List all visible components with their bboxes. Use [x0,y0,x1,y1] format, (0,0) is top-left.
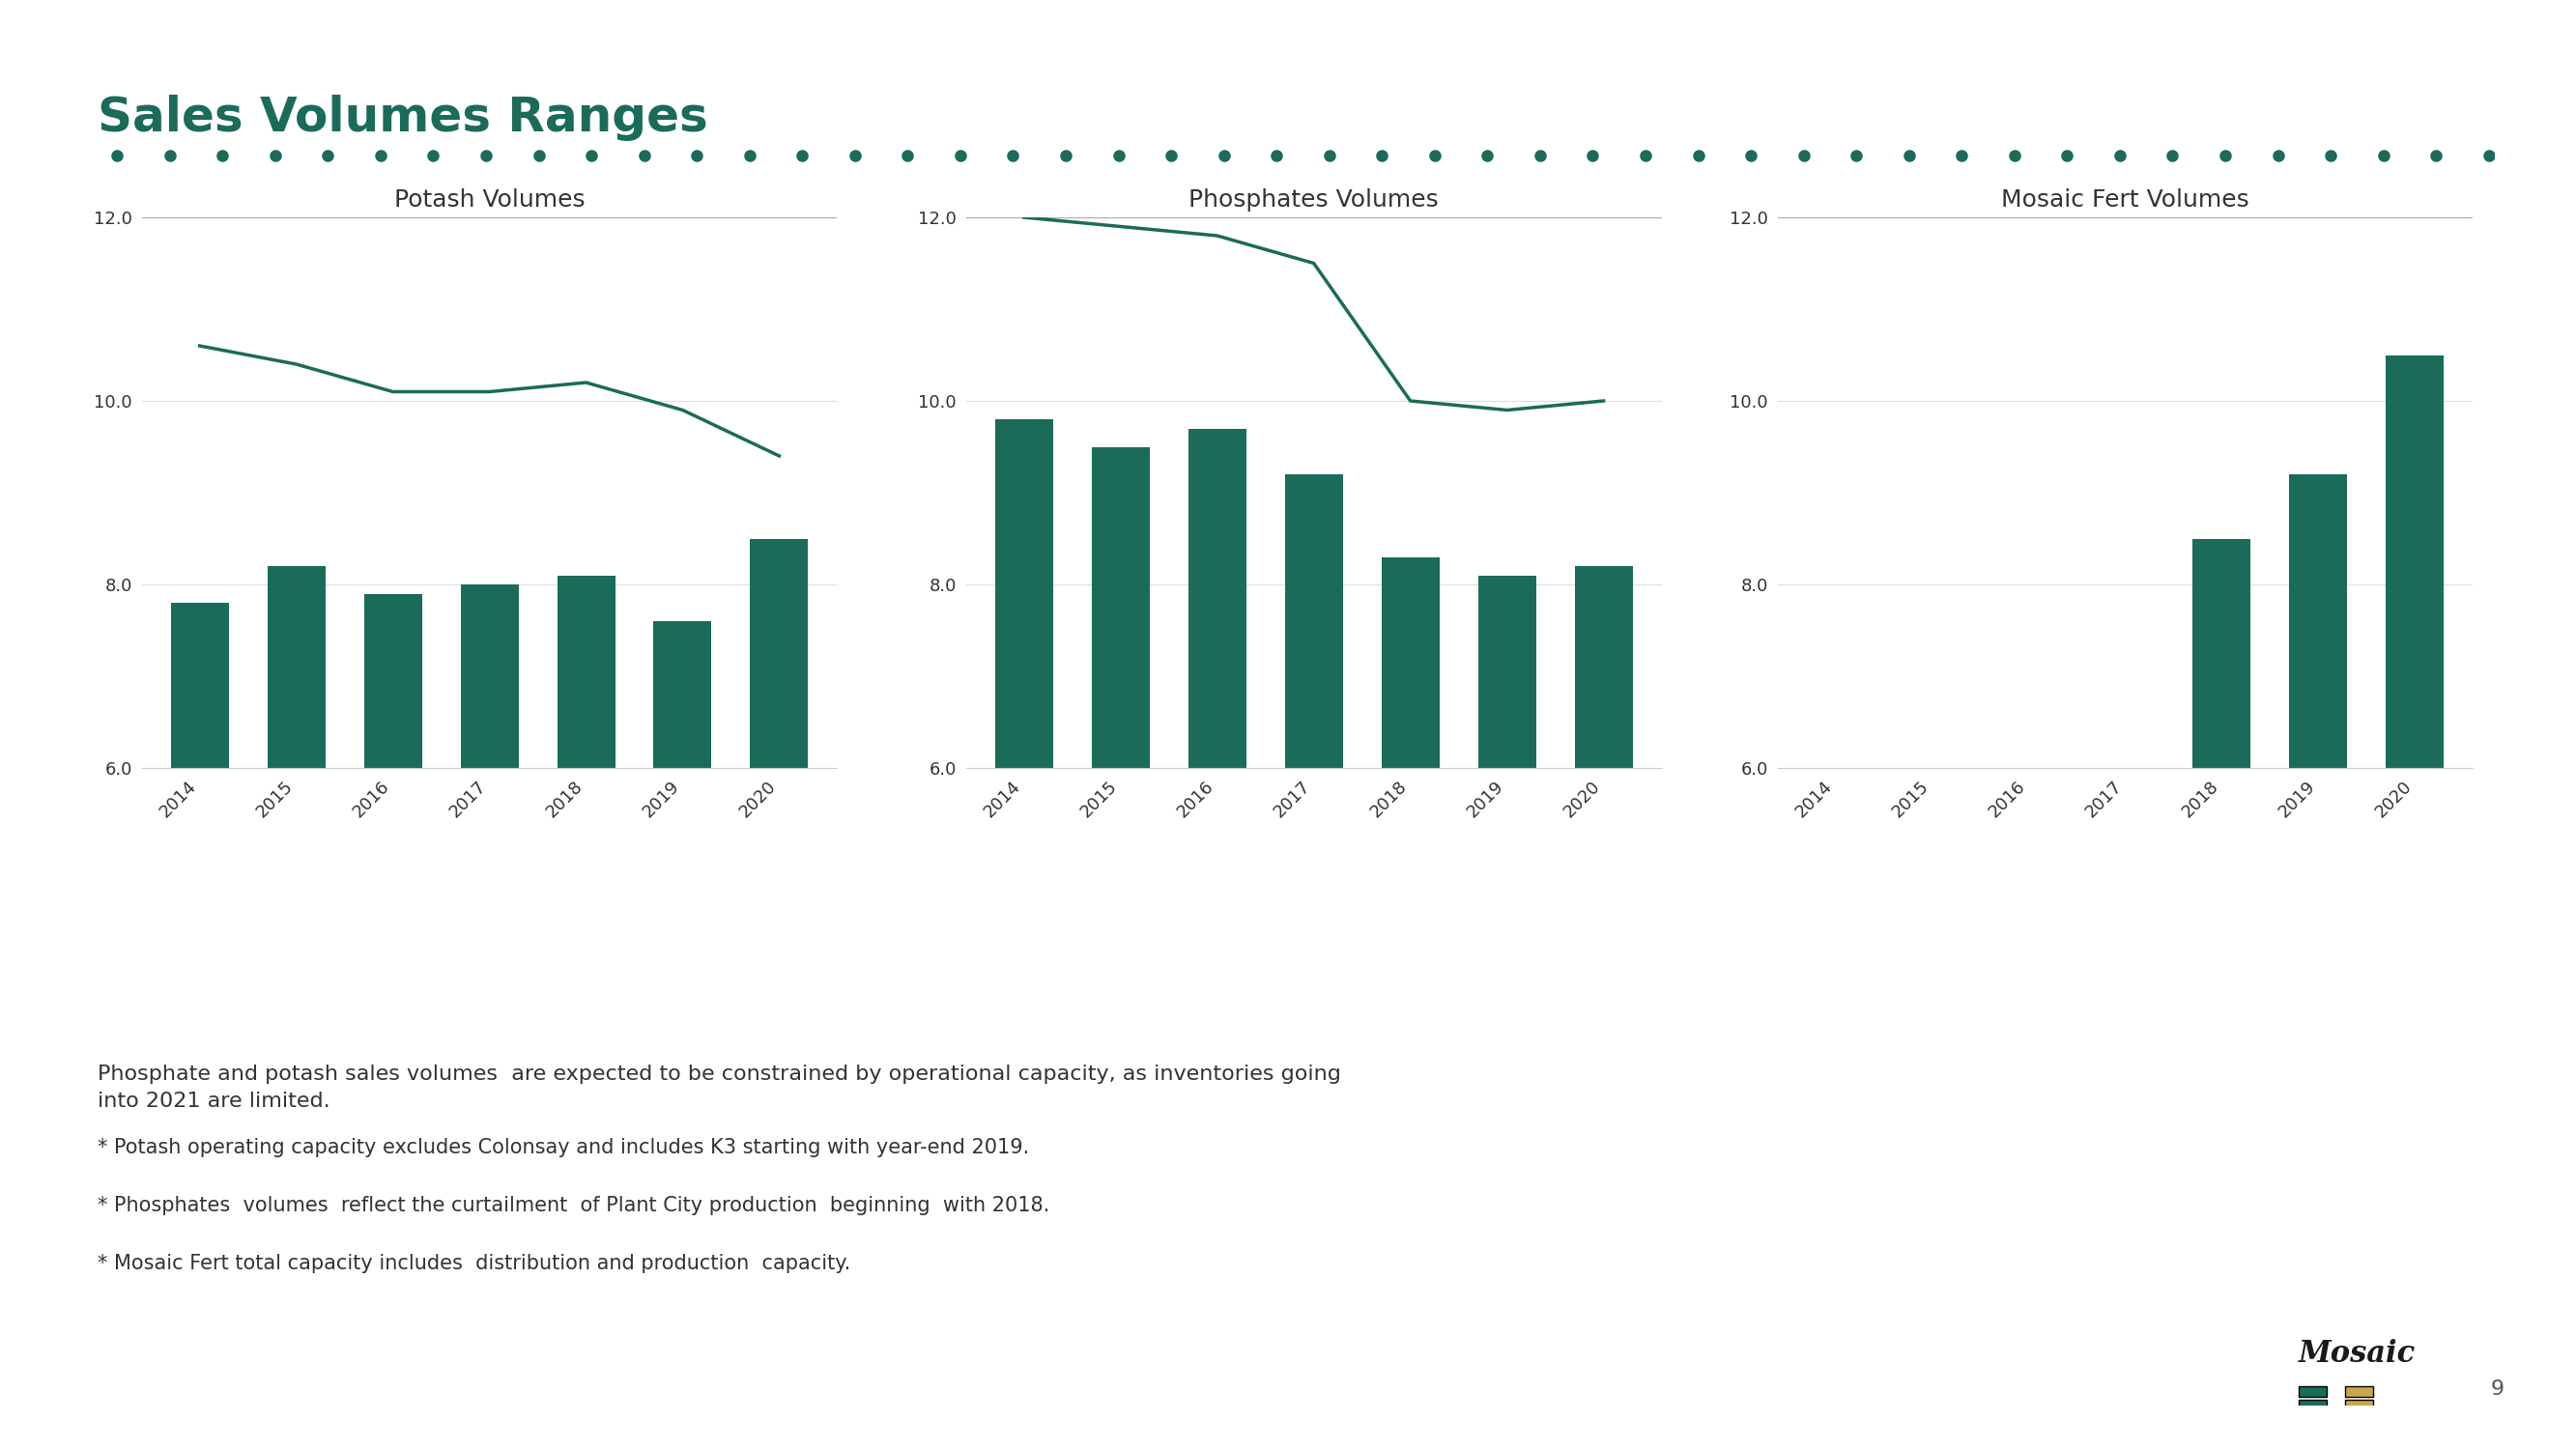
Bar [268,567,325,768]
Bar [2290,474,2347,768]
Bar [2192,539,2251,768]
FancyBboxPatch shape [2300,1400,2326,1410]
Bar [1574,567,1633,768]
Text: Range: 8.1 - 9.8 million tonnes: Range: 8.1 - 9.8 million tonnes [1180,829,1448,846]
Bar [654,622,711,768]
Bar [1479,575,1535,768]
Text: * Potash operating capacity excludes Colonsay and includes K3 starting with year: * Potash operating capacity excludes Col… [98,1137,1030,1156]
Text: Range: 7.8 - 9.4 million tonnes: Range: 7.8 - 9.4 million tonnes [355,829,623,846]
Title: Mosaic Fert Volumes: Mosaic Fert Volumes [2002,188,2249,212]
Bar [994,419,1054,768]
FancyBboxPatch shape [2347,1387,2372,1397]
Title: Phosphates Volumes: Phosphates Volumes [1188,188,1440,212]
Text: Total Capacity: 12 million tonnes: Total Capacity: 12 million tonnes [1984,923,2267,940]
Bar [1188,429,1247,768]
Text: Sales Volumes Ranges: Sales Volumes Ranges [98,94,708,141]
Text: Ops Capacity: 9.9 million tonnes: Ops Capacity: 9.9 million tonnes [1172,923,1455,940]
Text: 9: 9 [2491,1379,2504,1398]
Bar [750,539,809,768]
Bar [556,575,616,768]
Bar [1092,446,1149,768]
Text: Three-year Ave: 9.6 million tonnes: Three-year Ave: 9.6 million tonnes [1976,829,2275,846]
Bar [170,603,229,768]
Text: Mosaic: Mosaic [2298,1339,2416,1368]
Text: * Mosaic Fert total capacity includes  distribution and production  capacity.: * Mosaic Fert total capacity includes di… [98,1253,850,1272]
Text: * Phosphates  volumes  reflect the curtailment  of Plant City production  beginn: * Phosphates volumes reflect the curtail… [98,1195,1051,1214]
Text: Ops Capacity: 9.7 million tonnes*: Ops Capacity: 9.7 million tonnes* [345,923,634,940]
FancyBboxPatch shape [2300,1387,2326,1397]
FancyBboxPatch shape [2347,1400,2372,1410]
Bar [461,584,518,768]
Bar [1285,474,1342,768]
Title: Potash Volumes: Potash Volumes [394,188,585,212]
Bar [2385,355,2445,768]
Bar [363,594,422,768]
Text: Phosphate and potash sales volumes  are expected to be constrained by operationa: Phosphate and potash sales volumes are e… [98,1065,1342,1111]
Bar [1381,556,1440,768]
